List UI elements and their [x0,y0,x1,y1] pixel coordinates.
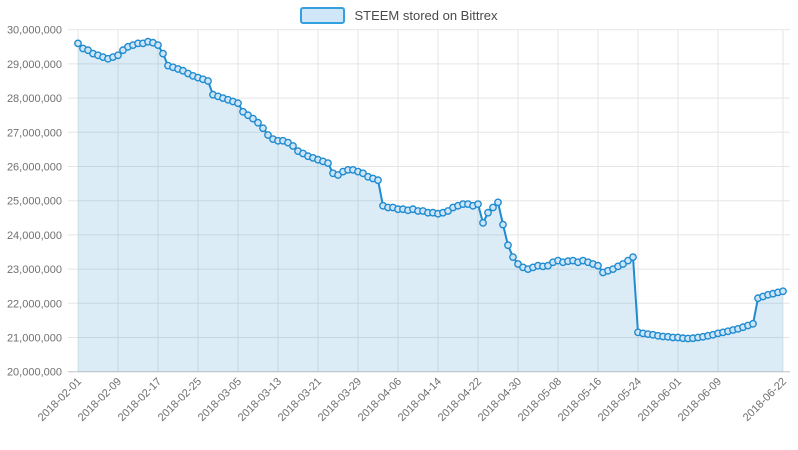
data-point-marker[interactable] [629,253,637,262]
data-point-marker[interactable] [479,218,487,227]
x-axis-tick-label: 2018-06-09 [676,376,724,424]
data-point-marker[interactable] [494,198,502,207]
data-point-marker[interactable] [234,99,242,108]
series-area-fill [78,41,783,372]
y-axis-tick-label: 20,000,000 [7,367,62,379]
y-axis-tick-label: 24,000,000 [7,230,62,242]
x-axis-tick-label: 2018-06-22 [741,376,789,424]
data-point-marker[interactable] [749,319,757,328]
data-point-marker[interactable] [259,124,267,133]
data-point-marker[interactable] [594,261,602,270]
data-point-marker[interactable] [249,114,257,123]
data-point-marker[interactable] [264,131,272,139]
y-axis-tick-label: 21,000,000 [7,333,62,345]
legend-series-label: STEEM stored on Bittrex [354,8,498,23]
data-point-marker[interactable] [254,118,262,127]
legend[interactable]: STEEM stored on Bittrex [0,7,798,24]
y-axis-tick-label: 30,000,000 [7,25,62,37]
y-axis-tick-label: 22,000,000 [7,298,62,310]
data-point-marker[interactable] [114,51,122,60]
data-point-marker[interactable] [324,159,332,168]
data-point-marker[interactable] [474,200,482,209]
legend-series-swatch-icon [300,7,346,24]
data-point-marker[interactable] [154,41,162,49]
data-point-marker[interactable] [159,49,167,58]
data-point-marker[interactable] [374,176,382,185]
data-point-marker[interactable] [499,220,507,229]
y-axis-tick-label: 23,000,000 [7,264,62,276]
y-axis-tick-label: 25,000,000 [7,196,62,208]
y-axis-tick-label: 27,000,000 [7,127,62,139]
data-point-marker[interactable] [74,39,82,48]
data-point-marker[interactable] [504,241,512,250]
data-point-marker[interactable] [484,208,492,217]
data-point-marker[interactable] [509,253,517,262]
y-axis-tick-label: 28,000,000 [7,93,62,105]
data-point-marker[interactable] [779,287,787,296]
data-point-marker[interactable] [489,203,497,212]
y-axis-tick-label: 29,000,000 [7,59,62,71]
data-point-marker[interactable] [289,142,297,150]
data-point-marker[interactable] [204,77,212,85]
y-axis-tick-label: 26,000,000 [7,162,62,174]
